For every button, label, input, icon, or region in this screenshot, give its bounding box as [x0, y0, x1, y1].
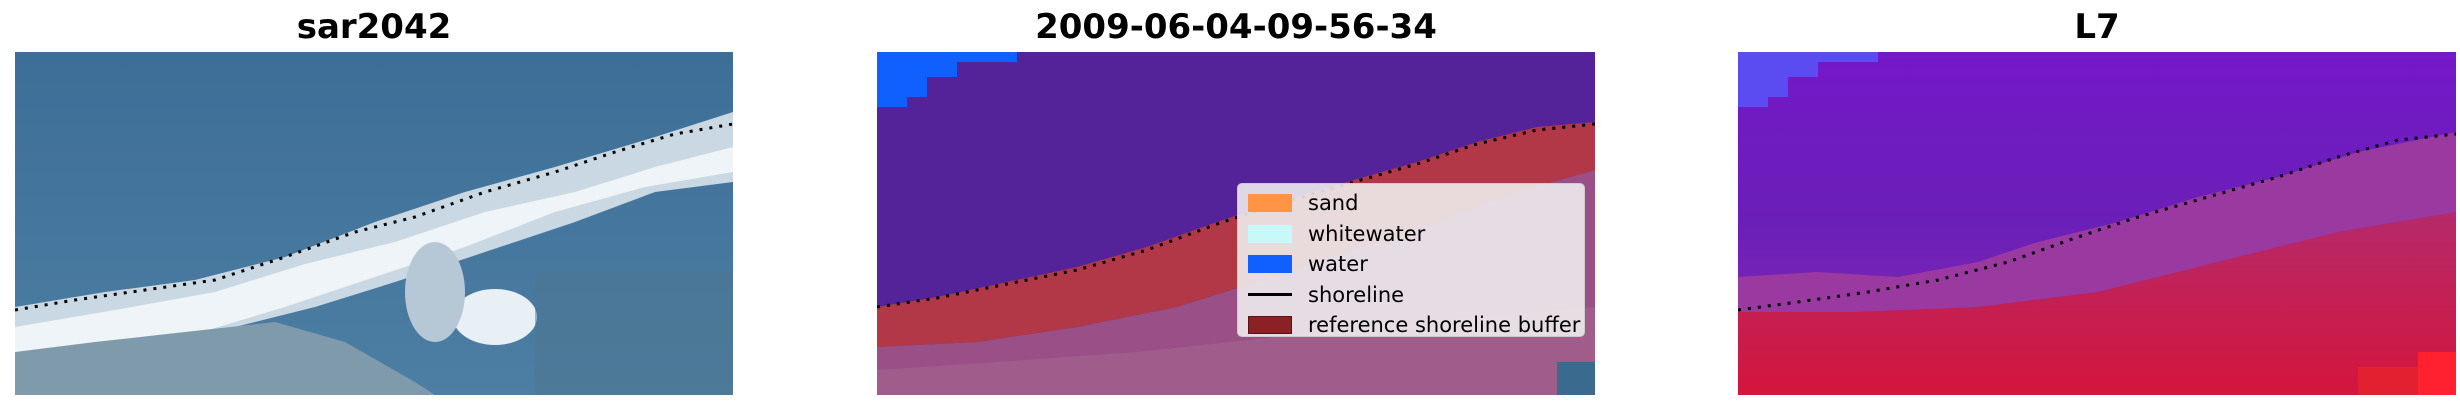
legend-item-shoreline: shoreline — [1248, 280, 1574, 311]
whitewater-swatch — [1248, 224, 1292, 243]
l7-image-graphic — [1738, 52, 2456, 395]
legend-item-whitewater: whitewater — [1248, 219, 1574, 250]
legend: sand whitewater water shoreline referenc… — [1237, 183, 1585, 337]
legend-label: whitewater — [1308, 221, 1426, 246]
l7-index-image — [1738, 52, 2456, 395]
panel-title: 2009-06-04-09-56-34 — [1035, 7, 1437, 47]
panel-title: sar2042 — [296, 7, 452, 47]
panel-title: L7 — [2074, 7, 2120, 47]
rgb-satellite-image — [15, 52, 733, 395]
panel-classification: 2009-06-04-09-56-34 sand whitewater wate… — [877, 0, 1595, 409]
legend-label: sand — [1308, 191, 1359, 216]
rgb-image-graphic — [15, 52, 733, 395]
legend-label: water — [1308, 252, 1368, 277]
legend-label: shoreline — [1308, 282, 1405, 307]
panel-rgb: sar2042 — [15, 0, 733, 409]
legend-label: reference shoreline buffer — [1308, 313, 1581, 338]
shoreline-line-swatch — [1248, 293, 1292, 297]
sand-swatch — [1248, 194, 1292, 213]
water-swatch — [1248, 255, 1292, 274]
legend-item-reference-shoreline-buffer: reference shoreline buffer — [1248, 310, 1580, 341]
buffer-swatch — [1248, 316, 1292, 335]
legend-item-sand: sand — [1248, 188, 1574, 219]
legend-item-water: water — [1248, 249, 1574, 280]
panel-l7: L7 — [1738, 0, 2456, 409]
